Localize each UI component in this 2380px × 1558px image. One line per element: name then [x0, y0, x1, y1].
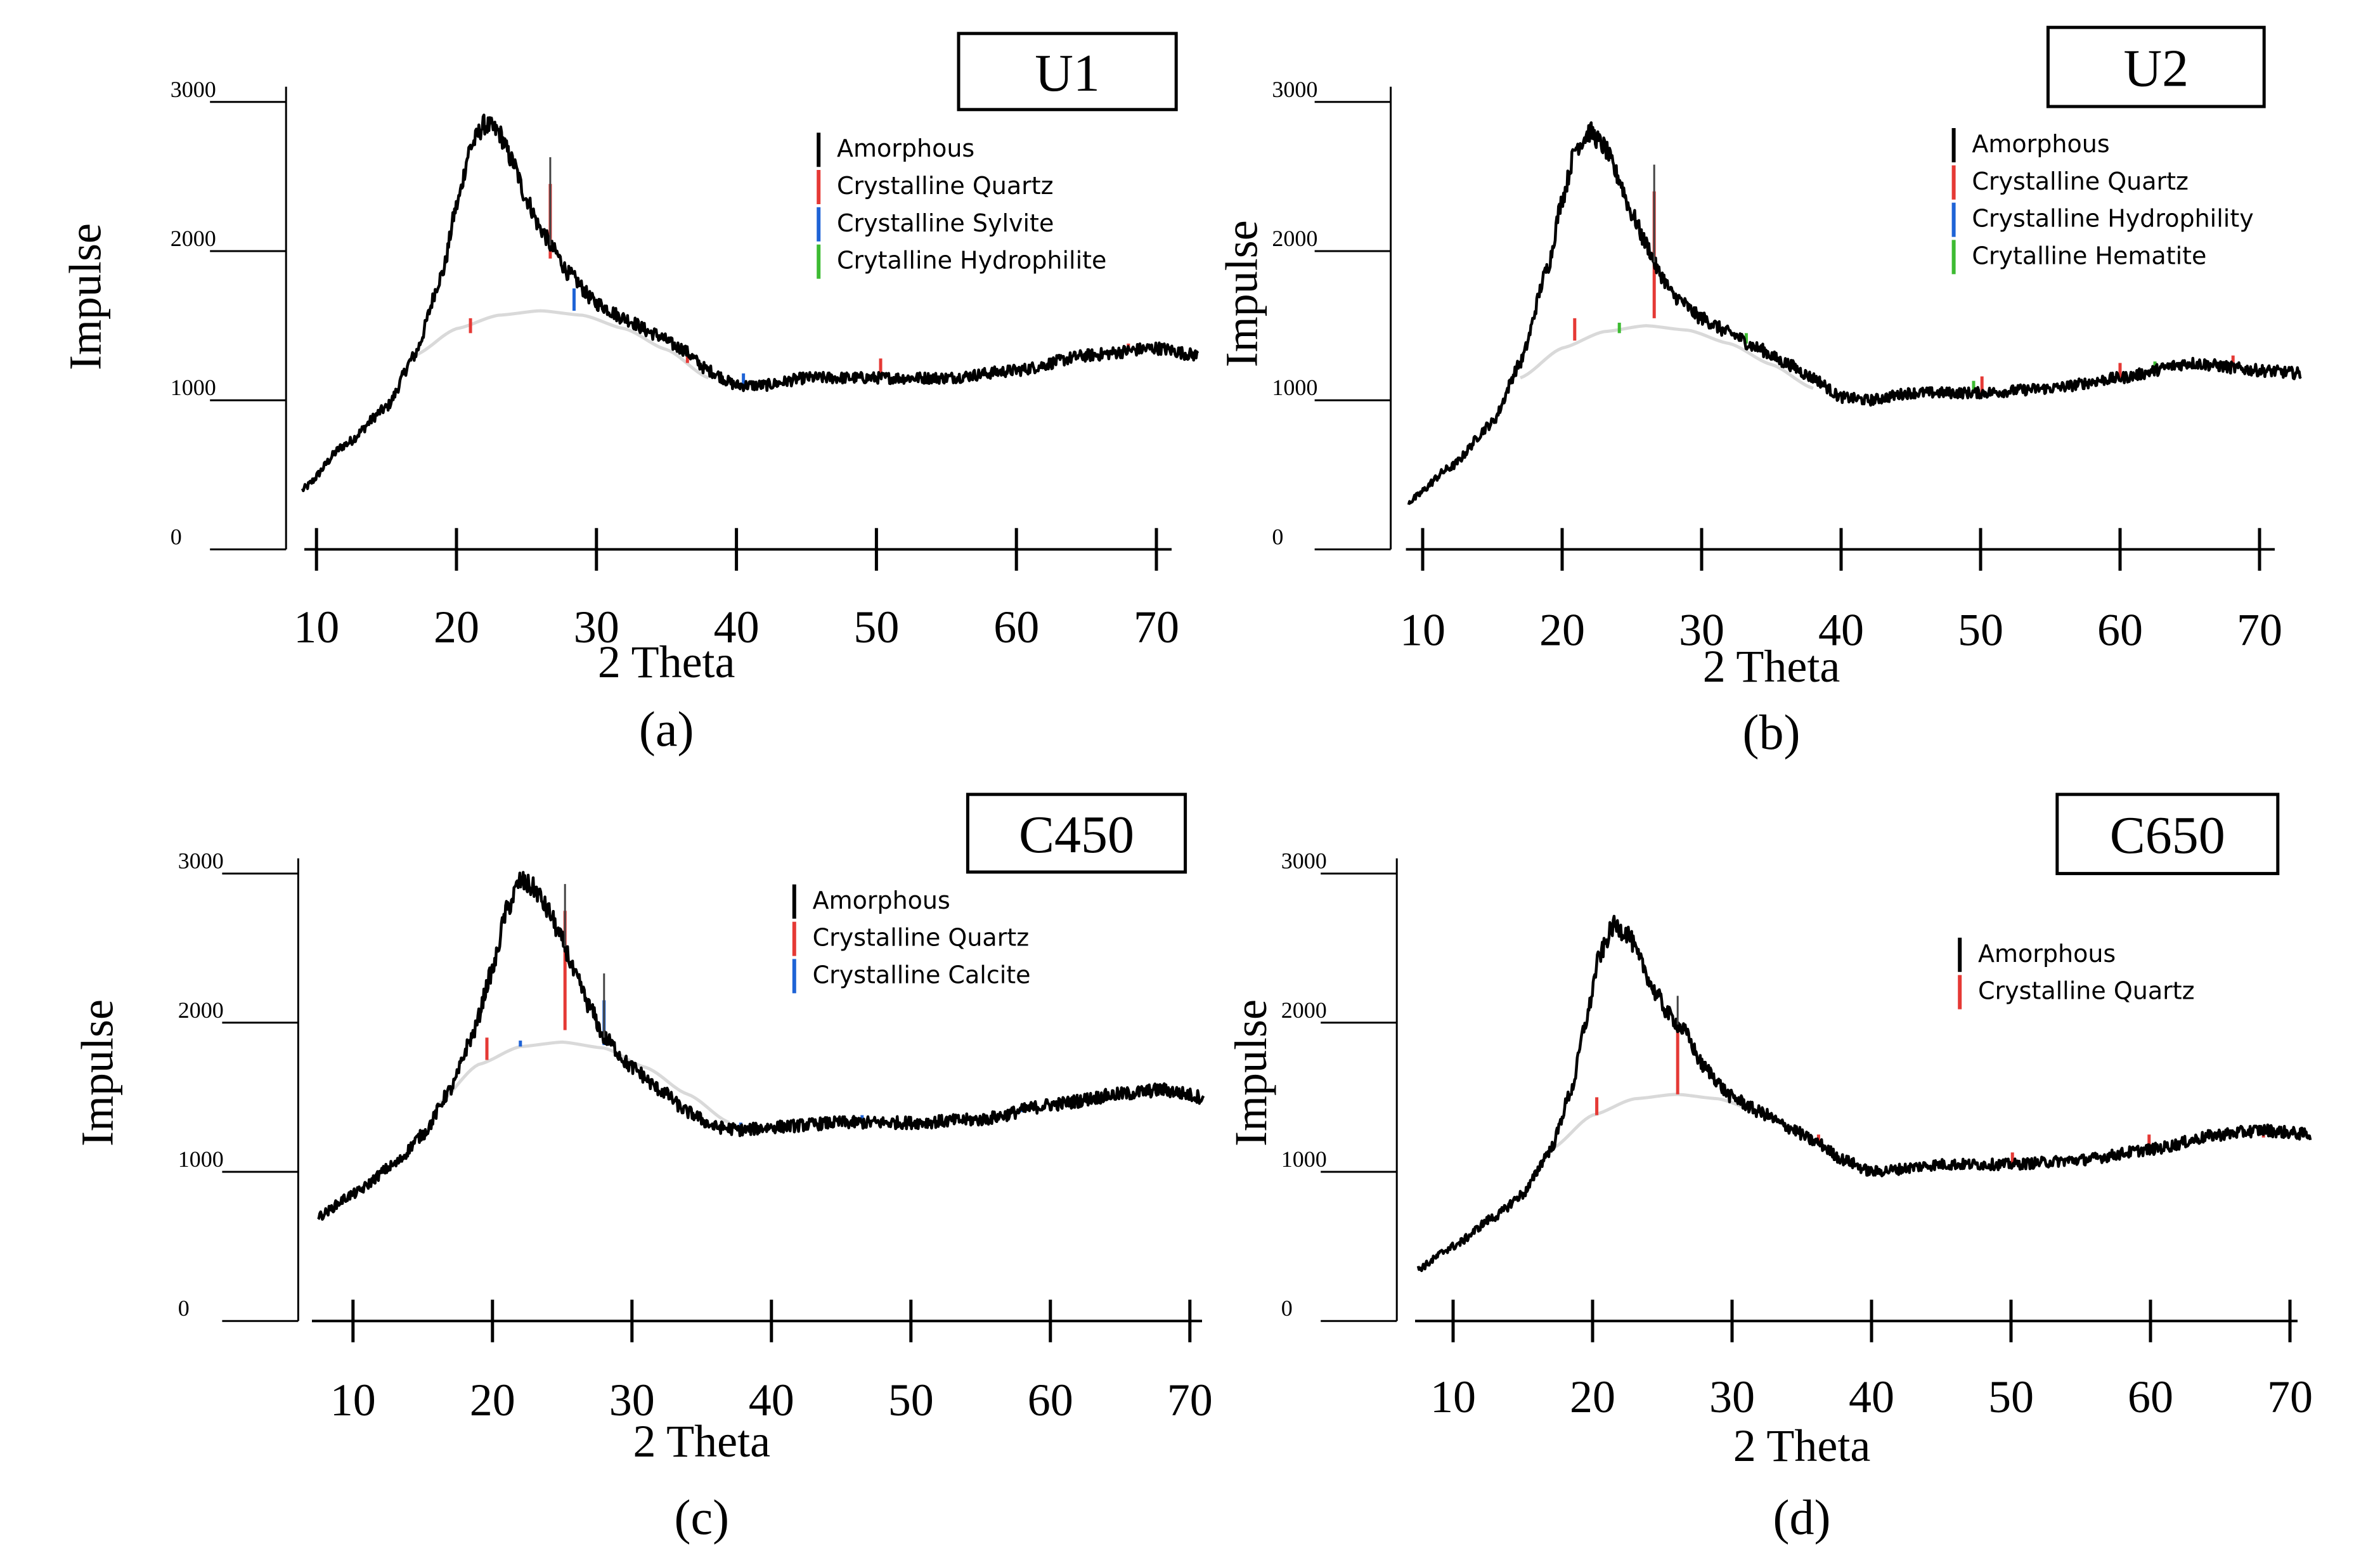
series-line-amorphous: [317, 871, 1205, 1221]
background-curve: [1520, 324, 1814, 390]
legend: Amorphous Crystalline Quartz Crystalline H…: [1951, 128, 2254, 275]
y-tick-label: 0: [171, 524, 182, 549]
legend-label: Crytalline Hematite: [1972, 242, 2206, 269]
panel-c: 0 1000 2000 3000 10 20 30 40 50 60 70 Impulse 2 Thet…: [72, 793, 1213, 1545]
legend-label: Crystalline Quartz: [1978, 977, 2195, 1005]
y-tick-label: 1000: [1272, 375, 1317, 400]
x-tick-label: 30: [1679, 605, 1724, 656]
x-tick-label: 70: [2237, 605, 2282, 656]
x-tick-label: 20: [1539, 605, 1585, 656]
x-tick-label: 10: [294, 602, 339, 652]
panel-caption: (d): [1773, 1490, 1831, 1545]
x-tick-label: 60: [2128, 1372, 2173, 1422]
y-tick-label: 2000: [1281, 997, 1327, 1023]
x-tick-label: 60: [1028, 1375, 1073, 1425]
x-tick-label: 70: [2267, 1372, 2313, 1422]
x-axis-label: 2 Theta: [1703, 641, 1840, 692]
legend-label: Amorphous: [1978, 940, 2116, 968]
x-tick-label: 40: [1818, 605, 1864, 656]
sample-label-box: [2055, 793, 2280, 876]
x-tick-label: 10: [1400, 605, 1445, 656]
legend-label: Amorphous: [1972, 130, 2109, 158]
y-tick-label: 2000: [171, 226, 216, 251]
y-tick-label: 3000: [1272, 77, 1317, 102]
panel-b: 0 1000 2000 3000 10 20 30 40 50 60 70 Impulse 2 Thet…: [1216, 25, 2302, 760]
y-tick-label: 2000: [178, 997, 224, 1023]
legend-label: Crystalline Quartz: [837, 172, 1054, 200]
x-tick-label: 20: [434, 602, 479, 652]
legend-label: Crytalline Hydrophilite: [837, 247, 1106, 275]
series-line-amorphous: [301, 114, 1200, 493]
x-tick-label: 40: [749, 1375, 794, 1425]
y-tick-label: 1000: [1281, 1146, 1327, 1172]
sample-label: U1: [1035, 44, 1100, 103]
background-curve: [436, 1040, 730, 1124]
x-axis-label: 2 Theta: [633, 1416, 770, 1467]
x-tick-label: 30: [609, 1375, 655, 1425]
y-axis-label: Impulse: [72, 999, 123, 1146]
y-tick-label: 0: [1272, 524, 1283, 549]
legend-label: Amorphous: [837, 134, 974, 162]
y-tick-label: 1000: [171, 375, 216, 400]
legend: Amorphous Crystalline Quartz Crystalline S…: [817, 133, 1106, 279]
panel-caption: (b): [1743, 704, 1801, 760]
panel-a: 0 1000 2000 3000 10 20 30 40 50 60 70 Impulse 2 Thet…: [60, 32, 1200, 756]
sample-label: C650: [2110, 806, 2225, 865]
x-axis-label: 2 Theta: [1733, 1420, 1871, 1471]
y-tick-label: 3000: [1281, 848, 1327, 874]
panel-caption: (c): [675, 1490, 730, 1545]
y-axis-label: Impulse: [1226, 999, 1276, 1146]
x-tick-label: 50: [888, 1375, 934, 1425]
x-tick-label: 10: [1430, 1372, 1476, 1422]
y-tick-label: 0: [1281, 1295, 1293, 1321]
sample-label-box: [2046, 25, 2266, 108]
x-tick-label: 50: [1958, 605, 2003, 656]
legend-label: Crystalline Quartz: [813, 924, 1030, 952]
x-tick-label: 70: [1134, 602, 1179, 652]
x-tick-label: 20: [470, 1375, 515, 1425]
y-tick-label: 3000: [171, 77, 216, 102]
sample-label: C450: [1019, 805, 1134, 864]
series-line-amorphous: [1407, 121, 2302, 505]
legend: Amorphous Crystalline Quartz Crystalline C…: [792, 884, 1031, 994]
y-tick-label: 2000: [1272, 226, 1317, 251]
legend-label: Crystalline Quartz: [1972, 167, 2189, 195]
background-curve: [413, 309, 709, 380]
sample-label-box: [966, 793, 1187, 874]
y-axis-label: Impulse: [60, 223, 110, 370]
x-tick-label: 30: [574, 602, 619, 652]
x-tick-label: 30: [1709, 1372, 1755, 1422]
x-tick-label: 50: [853, 602, 899, 652]
panel-d: 0 1000 2000 3000 10 20 30 40 50 60 70 Impulse 2 Thet…: [1226, 793, 2313, 1545]
y-tick-label: 0: [178, 1295, 190, 1321]
legend: Amorphous Crystalline Quartz: [1958, 937, 2195, 1009]
legend-label: Crystalline Calcite: [813, 961, 1031, 989]
x-tick-label: 40: [714, 602, 760, 652]
y-tick-label: 3000: [178, 848, 224, 874]
y-tick-label: 1000: [178, 1146, 224, 1172]
panel-caption: (a): [639, 701, 694, 756]
legend-label: Crystalline Hydrophility: [1972, 205, 2253, 233]
x-tick-label: 60: [2097, 605, 2143, 656]
x-tick-label: 70: [1167, 1375, 1213, 1425]
x-tick-label: 40: [1849, 1372, 1894, 1422]
sample-label-box: [957, 32, 1178, 112]
legend-label: Amorphous: [813, 886, 950, 914]
sample-label: U2: [2123, 39, 2189, 98]
x-axis-label: 2 Theta: [598, 637, 735, 687]
x-tick-label: 20: [1570, 1372, 1615, 1422]
x-tick-label: 60: [993, 602, 1039, 652]
y-axis-label: Impulse: [1216, 220, 1267, 367]
series-line-amorphous: [1416, 914, 2312, 1273]
x-tick-label: 50: [1988, 1372, 2034, 1422]
legend-label: Crystalline Sylvite: [837, 209, 1054, 237]
x-tick-label: 10: [330, 1375, 376, 1425]
